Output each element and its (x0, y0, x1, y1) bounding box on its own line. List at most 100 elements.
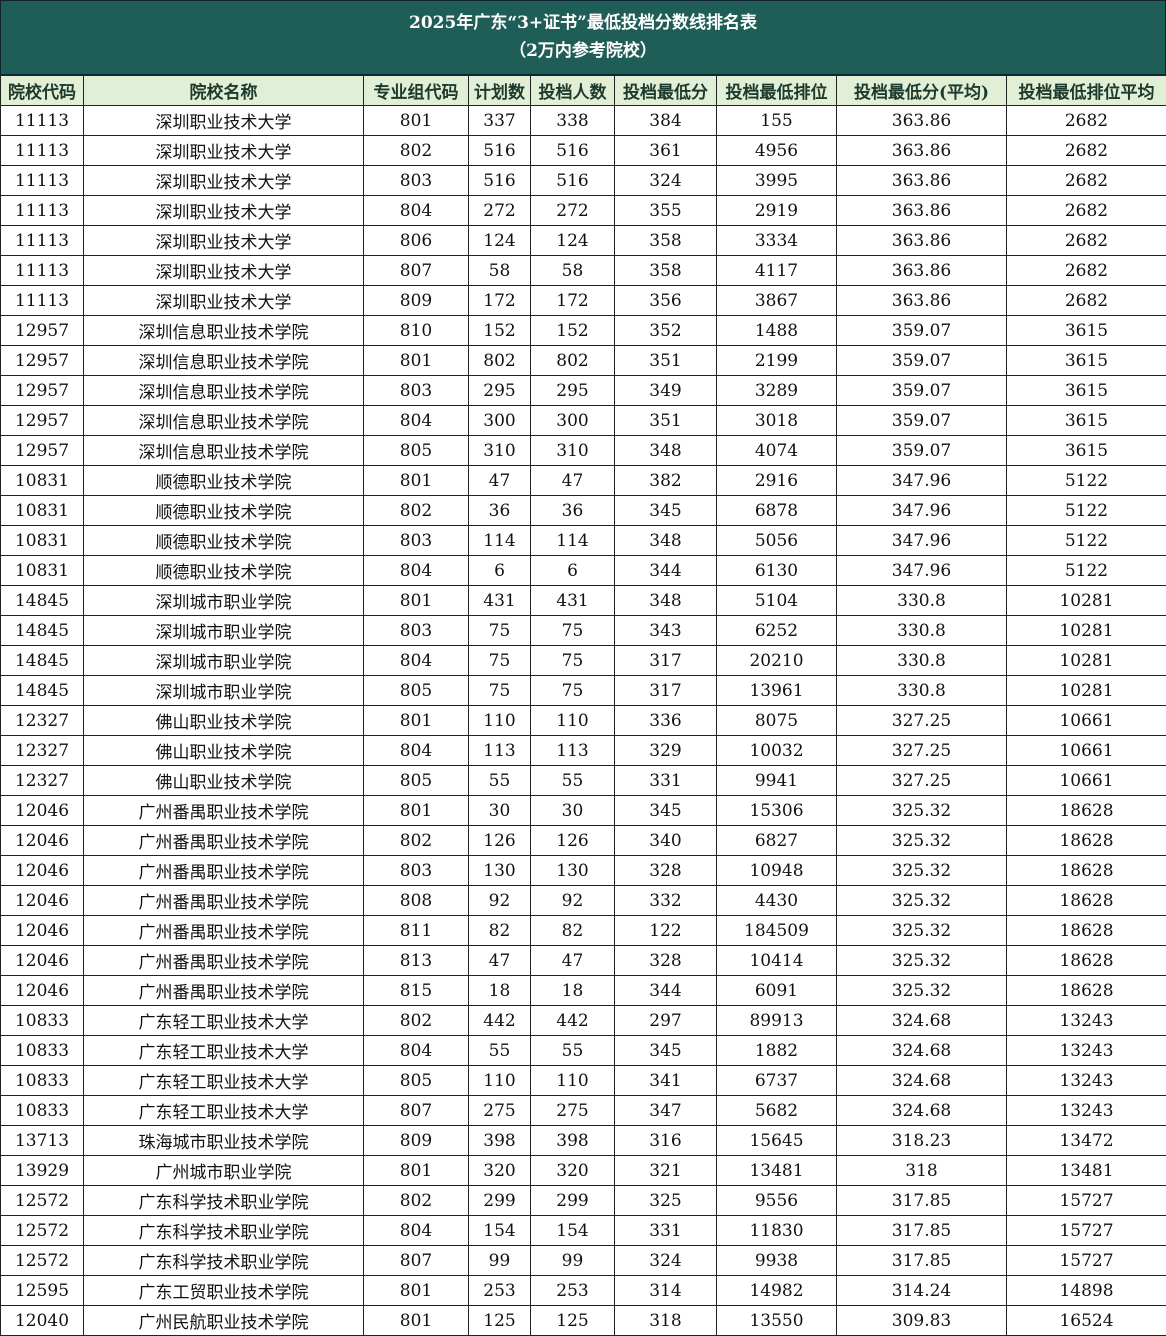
cell-plan-count: 295 (468, 375, 531, 406)
admission-table: 院校代码 院校名称 专业组代码 计划数 投档人数 投档最低分 投档最低排位 投档最低分(平均)… (0, 75, 1166, 1336)
cell-avg-min-rank: 2682 (1006, 135, 1166, 166)
cell-school-code: 10833 (0, 1005, 84, 1036)
cell-avg-min-rank: 10281 (1006, 615, 1166, 646)
cell-admitted-count: 18 (530, 975, 615, 1006)
cell-avg-min-rank: 13243 (1006, 1095, 1166, 1126)
cell-avg-min-score: 363.86 (836, 105, 1007, 136)
cell-avg-min-score: 325.32 (836, 855, 1007, 886)
cell-school-name: 顺德职业技术学院 (83, 495, 364, 526)
cell-min-rank: 6252 (716, 615, 837, 646)
table-row: 11113 深圳职业技术大学 801 337 338 384 155 363.86 2682 (0, 105, 1166, 136)
cell-group-code: 801 (363, 705, 469, 736)
cell-plan-count: 36 (468, 495, 531, 526)
cell-min-score: 345 (614, 795, 717, 826)
cell-min-score: 297 (614, 1005, 717, 1036)
cell-school-name: 深圳城市职业学院 (83, 645, 364, 676)
cell-min-rank: 6827 (716, 825, 837, 856)
cell-school-name: 深圳职业技术大学 (83, 135, 364, 166)
cell-group-code: 804 (363, 555, 469, 586)
cell-group-code: 807 (363, 1095, 469, 1126)
cell-avg-min-score: 318.23 (836, 1125, 1007, 1156)
cell-avg-min-rank: 10661 (1006, 735, 1166, 766)
cell-min-rank: 14982 (716, 1275, 837, 1306)
cell-min-score: 318 (614, 1305, 717, 1336)
cell-min-score: 328 (614, 855, 717, 886)
cell-school-code: 11113 (0, 285, 84, 316)
cell-group-code: 804 (363, 1035, 469, 1066)
cell-avg-min-score: 314.24 (836, 1275, 1007, 1306)
cell-min-score: 347 (614, 1095, 717, 1126)
cell-school-code: 10831 (0, 495, 84, 526)
cell-min-rank: 10414 (716, 945, 837, 976)
cell-school-code: 11113 (0, 105, 84, 136)
cell-min-rank: 15645 (716, 1125, 837, 1156)
table-row: 12957 深圳信息职业技术学院 804 300 300 351 3018 359.07 361… (0, 405, 1166, 436)
cell-school-code: 12040 (0, 1305, 84, 1336)
cell-min-score: 349 (614, 375, 717, 406)
cell-admitted-count: 398 (530, 1125, 615, 1156)
cell-school-name: 广东科学技术职业学院 (83, 1185, 364, 1216)
cell-admitted-count: 82 (530, 915, 615, 946)
cell-school-name: 顺德职业技术学院 (83, 555, 364, 586)
cell-plan-count: 442 (468, 1005, 531, 1036)
table-row: 11113 深圳职业技术大学 803 516 516 324 3995 363.86 2682 (0, 165, 1166, 196)
cell-admitted-count: 272 (530, 195, 615, 226)
cell-avg-min-rank: 13472 (1006, 1125, 1166, 1156)
cell-min-score: 361 (614, 135, 717, 166)
title-sub: （2万内参考院校） (509, 41, 657, 61)
cell-min-score: 324 (614, 165, 717, 196)
cell-min-rank: 184509 (716, 915, 837, 946)
cell-group-code: 801 (363, 345, 469, 376)
cell-school-code: 12572 (0, 1245, 84, 1276)
cell-min-score: 314 (614, 1275, 717, 1306)
cell-group-code: 802 (363, 135, 469, 166)
cell-avg-min-score: 325.32 (836, 945, 1007, 976)
cell-school-code: 10831 (0, 465, 84, 496)
cell-admitted-count: 516 (530, 165, 615, 196)
cell-min-rank: 1882 (716, 1035, 837, 1066)
cell-school-code: 12046 (0, 885, 84, 916)
cell-avg-min-score: 327.25 (836, 735, 1007, 766)
cell-avg-min-score: 359.07 (836, 375, 1007, 406)
cell-school-code: 12327 (0, 735, 84, 766)
cell-school-name: 广州番禺职业技术学院 (83, 885, 364, 916)
cell-avg-min-score: 359.07 (836, 315, 1007, 346)
cell-plan-count: 75 (468, 615, 531, 646)
cell-school-code: 14845 (0, 645, 84, 676)
column-header-school-code: 院校代码 (0, 75, 84, 106)
cell-plan-count: 299 (468, 1185, 531, 1216)
cell-min-rank: 3289 (716, 375, 837, 406)
cell-plan-count: 516 (468, 165, 531, 196)
cell-min-score: 316 (614, 1125, 717, 1156)
cell-admitted-count: 310 (530, 435, 615, 466)
cell-admitted-count: 442 (530, 1005, 615, 1036)
table-row: 14845 深圳城市职业学院 805 75 75 317 13961 330.8 10281 (0, 675, 1166, 706)
cell-min-score: 328 (614, 945, 717, 976)
cell-school-code: 12572 (0, 1185, 84, 1216)
table-row: 12040 广州民航职业技术学院 801 125 125 318 13550 309.83 16… (0, 1305, 1166, 1336)
cell-school-code: 10831 (0, 525, 84, 556)
cell-plan-count: 55 (468, 1035, 531, 1066)
cell-admitted-count: 113 (530, 735, 615, 766)
cell-avg-min-score: 330.8 (836, 645, 1007, 676)
cell-school-name: 佛山职业技术学院 (83, 735, 364, 766)
cell-plan-count: 337 (468, 105, 531, 136)
cell-plan-count: 75 (468, 675, 531, 706)
cell-plan-count: 47 (468, 945, 531, 976)
cell-avg-min-score: 347.96 (836, 525, 1007, 556)
cell-group-code: 803 (363, 375, 469, 406)
cell-admitted-count: 295 (530, 375, 615, 406)
cell-avg-min-score: 330.8 (836, 615, 1007, 646)
cell-school-name: 深圳职业技术大学 (83, 105, 364, 136)
cell-min-score: 358 (614, 225, 717, 256)
cell-admitted-count: 172 (530, 285, 615, 316)
cell-school-name: 深圳职业技术大学 (83, 225, 364, 256)
cell-group-code: 809 (363, 285, 469, 316)
table-row: 12046 广州番禺职业技术学院 802 126 126 340 6827 325.32 186… (0, 825, 1166, 856)
cell-min-rank: 9556 (716, 1185, 837, 1216)
cell-min-rank: 155 (716, 105, 837, 136)
cell-avg-min-rank: 3615 (1006, 315, 1166, 346)
column-header-min-rank: 投档最低排位 (716, 75, 837, 106)
column-header-avg-min-rank: 投档最低排位平均 (1006, 75, 1166, 106)
cell-min-rank: 4117 (716, 255, 837, 286)
